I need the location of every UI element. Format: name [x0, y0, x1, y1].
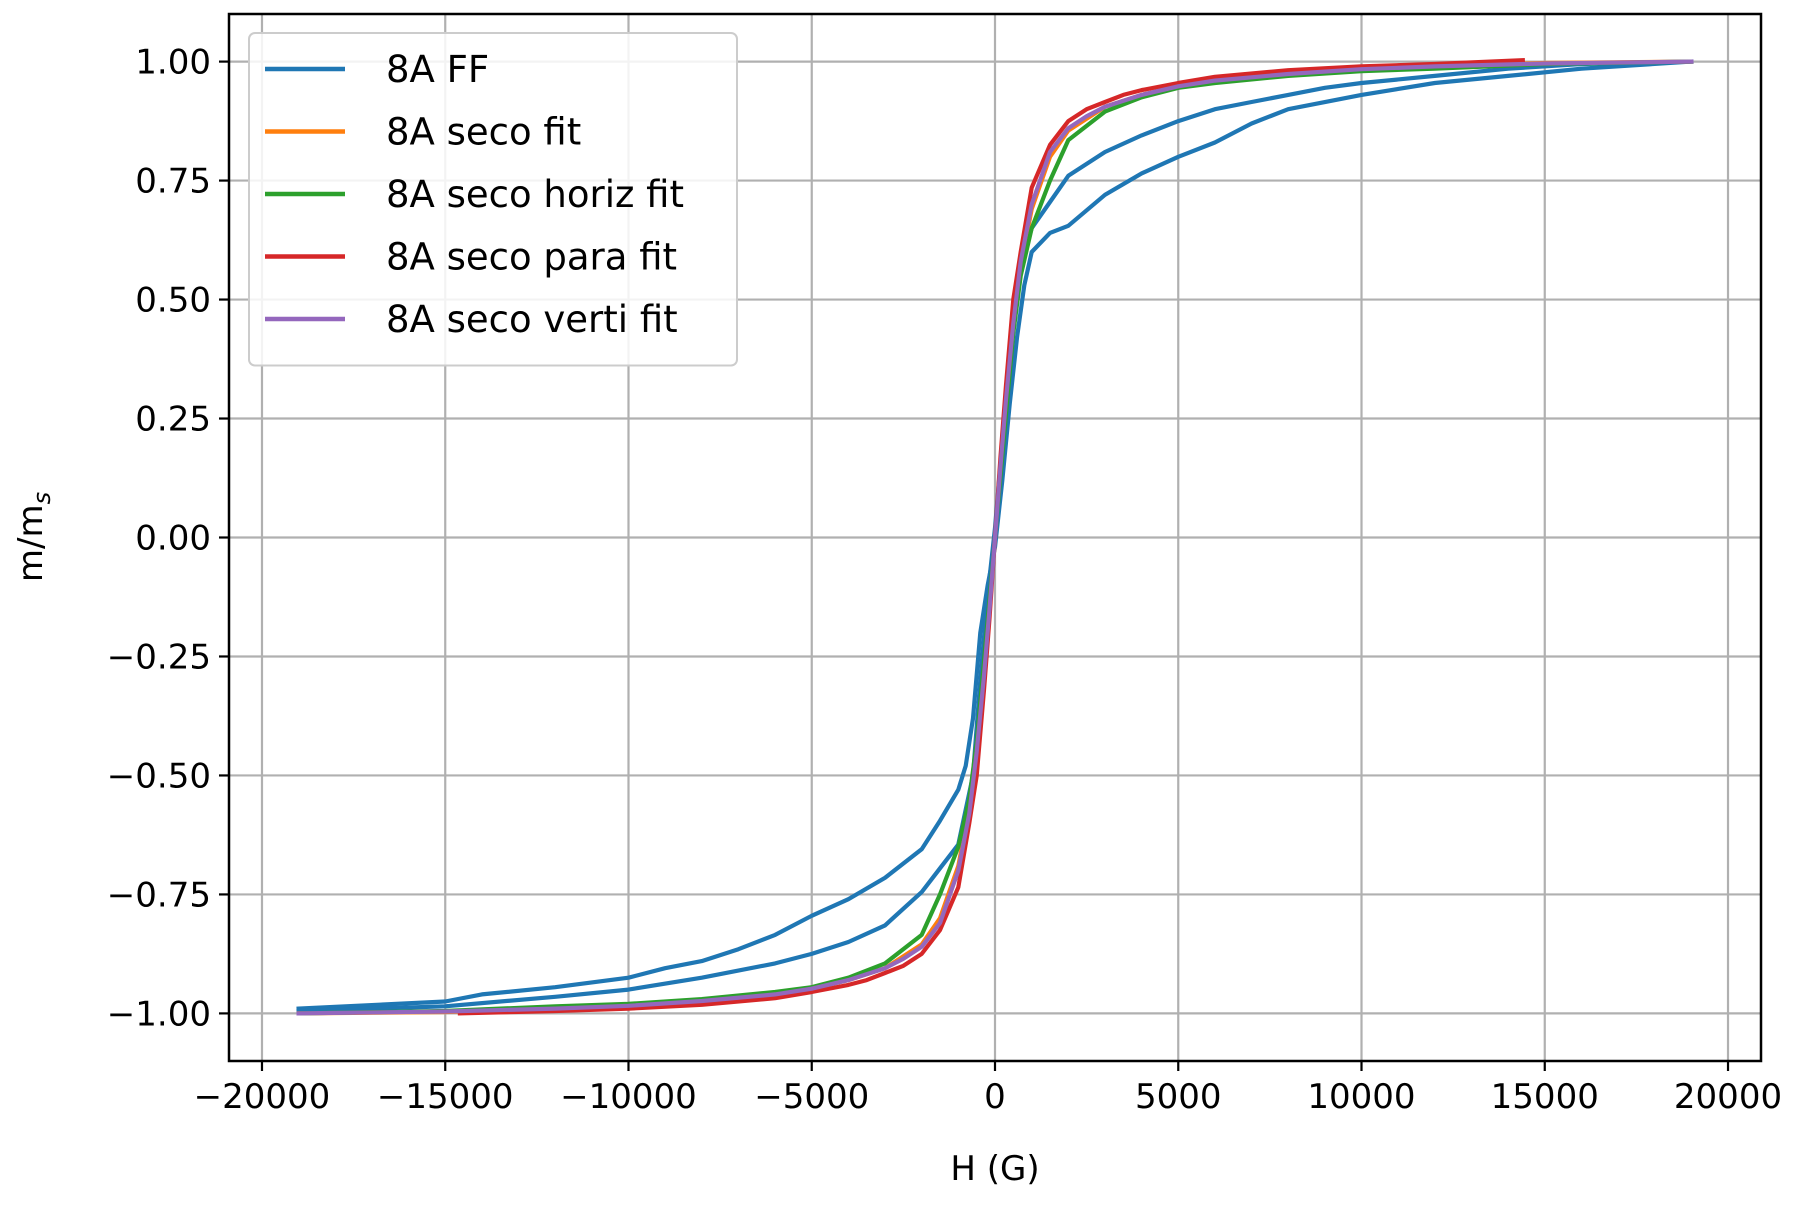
y-tick-label: 0.75: [135, 162, 211, 202]
series-4: [296, 59, 1694, 1016]
y-tick-label: −0.50: [107, 756, 211, 796]
legend-label: 8A seco verti fit: [386, 298, 678, 341]
y-tick-label: −0.75: [107, 875, 211, 915]
x-tick-label: −5000: [754, 1077, 869, 1117]
legend-label: 8A seco para fit: [386, 236, 677, 279]
series-line: [296, 59, 1694, 1016]
x-tick-label: 15000: [1491, 1077, 1599, 1117]
plot-area: [296, 58, 1694, 1016]
legend-label: 8A seco horiz fit: [386, 173, 684, 216]
x-axis-label: H (G): [950, 1149, 1039, 1189]
y-tick-label: −0.25: [107, 637, 211, 677]
x-tick-label: −10000: [560, 1077, 697, 1117]
x-tick-label: 20000: [1674, 1077, 1782, 1117]
x-tick-label: 0: [984, 1077, 1006, 1117]
y-axis-label-main: m/m: [11, 504, 51, 582]
y-axis-label-subscript: s: [28, 492, 56, 505]
y-tick-label: 1.00: [135, 43, 211, 83]
legend: 8A FF 8A seco fit 8A seco horiz fit 8A seco…: [248, 32, 738, 367]
y-tick-label: 0.00: [135, 519, 211, 559]
x-tick-label: 10000: [1307, 1077, 1415, 1117]
x-axis-ticks: −20000 −15000 −10000 −5000 0 5000 10000 15000 20…: [194, 1061, 1782, 1117]
legend-box: [248, 32, 738, 367]
x-tick-label: −20000: [194, 1077, 331, 1117]
y-tick-label: −1.00: [107, 994, 211, 1034]
y-axis-label: m/ms: [11, 492, 56, 582]
legend-label: 8A seco fit: [386, 111, 581, 154]
y-tick-label: 0.50: [135, 281, 211, 321]
x-tick-label: −15000: [377, 1077, 514, 1117]
x-tick-label: 5000: [1135, 1077, 1222, 1117]
y-tick-label: 0.25: [135, 400, 211, 440]
legend-label: 8A FF: [386, 48, 489, 91]
y-axis-ticks: 1.00 0.75 0.50 0.25 0.00 −0.25 −0.50 −0.75 −1.00: [107, 43, 229, 1034]
